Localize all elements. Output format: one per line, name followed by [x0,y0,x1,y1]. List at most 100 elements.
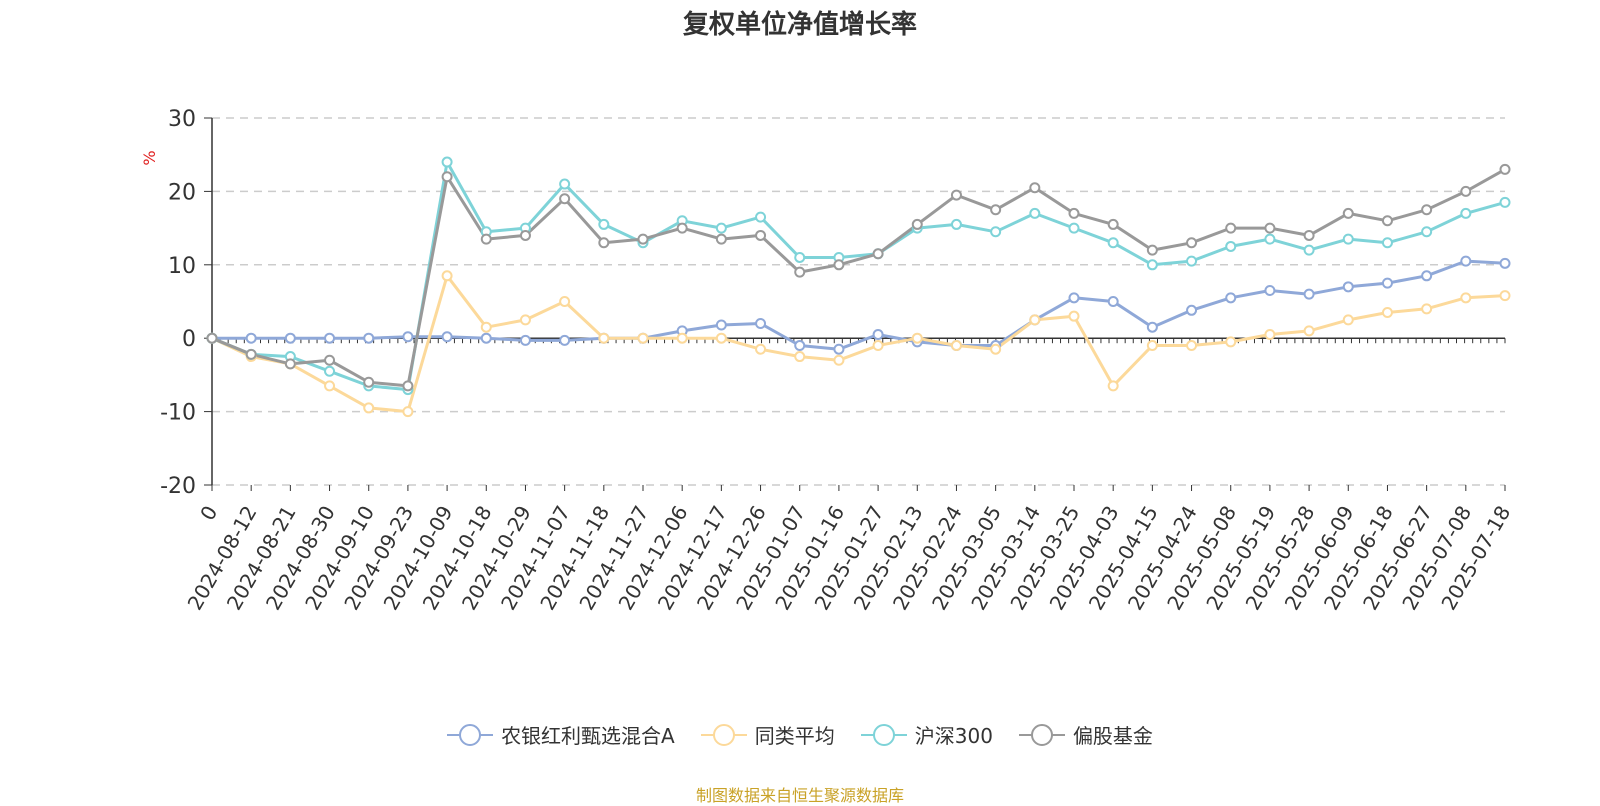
data-point-csi300 [715,222,727,234]
data-point-equity-funds [284,358,296,370]
data-point-equity-funds [1146,244,1158,256]
data-point-equity-funds [402,380,414,392]
data-point-equity-funds [1381,215,1393,227]
data-point-peer-average [1186,340,1198,352]
data-point-peer-average [911,332,923,344]
data-point-equity-funds [794,266,806,278]
series-line-fund [212,259,1506,351]
data-point-peer-average [1068,310,1080,322]
data-point-fund [363,332,375,344]
data-point-fund [1225,292,1237,304]
data-point-fund [1381,277,1393,289]
legend-label-equity-funds: 偏股基金 [1072,724,1153,748]
data-point-peer-average [1146,340,1158,352]
data-point-csi300 [598,218,610,230]
data-point-csi300 [324,365,336,377]
data-point-fund [1303,288,1315,300]
data-point-csi300 [1381,237,1393,249]
data-point-equity-funds [676,222,688,234]
data-point-peer-average [833,354,845,366]
legend-marker-equity-funds [1018,723,1065,746]
chart-title: 复权单位净值增长率 [682,10,917,40]
data-point-csi300 [1460,207,1472,219]
data-point-fund [1264,284,1276,296]
legend-label-fund: 农银红利甄选混合A [501,724,675,748]
y-tick-label: -10 [160,401,196,426]
data-point-csi300 [1186,255,1198,267]
data-point-equity-funds [1460,185,1472,197]
data-source-note: 制图数据来自恒生聚源数据库 [695,786,904,805]
legend: 农银红利甄选混合A 同类平均 沪深300 偏股基金 [0,720,1600,749]
data-point-peer-average [1460,292,1472,304]
data-point-peer-average [1107,380,1119,392]
data-point-peer-average [1303,325,1315,337]
data-point-fund [402,331,414,343]
data-point-equity-funds [1029,182,1041,194]
data-point-fund [1146,321,1158,333]
legend-item-peer-average[interactable]: 同类平均 [700,720,835,749]
legend-item-csi300[interactable]: 沪深300 [860,720,993,749]
y-axis-unit-label: % [140,150,159,165]
y-tick-label: 0 [182,327,196,352]
data-point-csi300 [1068,222,1080,234]
y-tick-label: 10 [168,254,196,279]
legend-marker-fund [447,723,494,746]
data-point-peer-average [637,332,649,344]
data-point-equity-funds [1107,218,1119,230]
data-point-equity-funds [1186,237,1198,249]
data-point-equity-funds [480,233,492,245]
data-point-equity-funds [1342,207,1354,219]
data-point-equity-funds [950,189,962,201]
legend-item-fund[interactable]: 农银红利甄选混合A [447,720,675,749]
data-point-fund [559,334,571,346]
y-tick-label: 30 [168,107,196,132]
data-point-peer-average [1264,329,1276,341]
data-point-csi300 [1225,240,1237,252]
data-point-equity-funds [324,354,336,366]
data-point-peer-average [363,402,375,414]
data-point-fund [324,332,336,344]
legend-label-csi300: 沪深300 [914,724,993,748]
data-point-peer-average [598,332,610,344]
data-point-equity-funds [637,233,649,245]
data-point-equity-funds [1421,204,1433,216]
data-point-csi300 [794,251,806,263]
data-point-fund [755,318,767,330]
legend-marker-csi300 [860,723,907,746]
data-point-fund [284,332,296,344]
data-point-peer-average [1499,290,1511,302]
data-point-equity-funds [1303,229,1315,241]
data-point-fund [1186,304,1198,316]
data-point-equity-funds [598,237,610,249]
data-point-csi300 [1264,233,1276,245]
legend-item-equity-funds[interactable]: 偏股基金 [1018,720,1153,749]
data-point-equity-funds [872,248,884,260]
data-point-equity-funds [363,376,375,388]
data-point-csi300 [559,178,571,190]
data-point-equity-funds [519,229,531,241]
data-point-peer-average [950,340,962,352]
data-point-peer-average [324,380,336,392]
data-point-equity-funds [833,259,845,271]
data-point-csi300 [1107,237,1119,249]
data-point-fund [1421,270,1433,282]
data-point-csi300 [1303,244,1315,256]
data-point-equity-funds [1225,222,1237,234]
data-point-equity-funds [755,229,767,241]
data-point-peer-average [1421,303,1433,315]
x-tick-label: 0 [195,502,222,525]
data-point-peer-average [1381,307,1393,319]
data-point-csi300 [755,211,767,223]
data-point-fund [1499,257,1511,269]
series-line-equity-funds [211,168,1506,388]
data-point-equity-funds [206,332,218,344]
data-point-fund [519,334,531,346]
data-point-fund [480,332,492,344]
data-point-fund [715,319,727,331]
data-point-fund [872,329,884,341]
data-point-csi300 [990,226,1002,238]
data-point-peer-average [480,321,492,333]
data-point-peer-average [1342,314,1354,326]
data-point-csi300 [1146,259,1158,271]
data-point-equity-funds [1068,207,1080,219]
